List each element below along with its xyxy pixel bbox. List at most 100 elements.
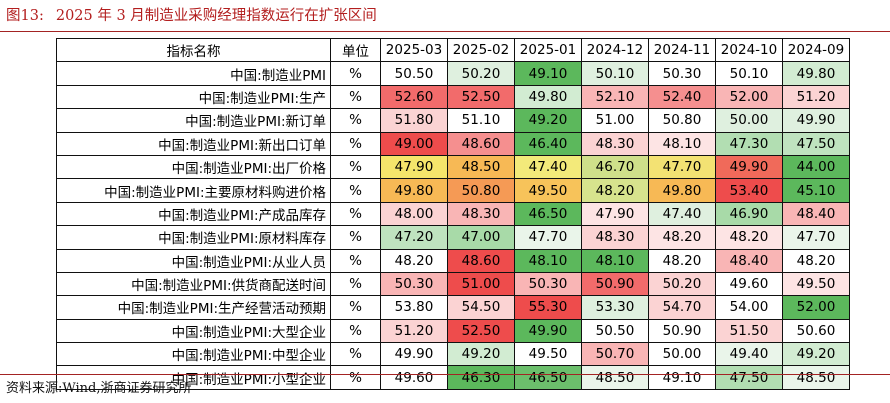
unit-cell: %: [330, 342, 381, 367]
value-cell: 51.10: [447, 108, 515, 133]
value-cell: 45.10: [782, 178, 850, 203]
value-cell: 49.90: [514, 318, 582, 344]
value-cell: 49.90: [782, 108, 850, 133]
indicator-name: 中国:制造业PMI:出厂价格: [56, 154, 331, 180]
value-cell: 48.20: [380, 248, 448, 273]
value-cell: 47.40: [514, 154, 582, 180]
value-cell: 51.20: [380, 318, 448, 344]
value-cell: 49.80: [782, 61, 850, 86]
value-cell: 50.10: [715, 61, 783, 86]
header-date: 2025-02: [447, 37, 515, 63]
value-cell: 50.70: [581, 342, 649, 367]
value-cell: 50.50: [380, 61, 448, 86]
unit-cell: %: [330, 248, 381, 273]
figure-title: 图13: 2025 年 3 月制造业采购经理指数运行在扩张区间: [6, 5, 377, 27]
table-row: 中国:制造业PMI:大型企业% 51.20 52.50 49.90 50.50 50.90…: [56, 318, 850, 344]
value-cell: 48.60: [447, 131, 515, 156]
value-cell: 48.30: [581, 225, 649, 250]
value-cell: 47.30: [715, 131, 783, 156]
value-cell: 51.20: [782, 84, 850, 110]
value-cell: 51.50: [715, 318, 783, 344]
value-cell: 51.00: [581, 108, 649, 133]
indicator-name: 中国:制造业PMI:中型企业: [56, 342, 331, 367]
value-cell: 54.70: [648, 295, 716, 320]
table-row: 中国:制造业PMI:主要原材料购进价格% 49.80 50.80 49.50 48.20…: [56, 178, 850, 203]
value-cell: 47.20: [380, 225, 448, 250]
value-cell: 50.50: [581, 318, 649, 344]
value-cell: 46.70: [581, 154, 649, 180]
header-date: 2024-09: [782, 37, 850, 63]
unit-cell: %: [330, 131, 381, 156]
value-cell: 50.10: [581, 61, 649, 86]
value-cell: 48.50: [447, 154, 515, 180]
figure-number: 图13:: [6, 8, 44, 24]
value-cell: 50.60: [782, 318, 850, 344]
value-cell: 47.50: [715, 365, 783, 390]
unit-cell: %: [330, 178, 381, 203]
value-cell: 54.50: [447, 295, 515, 320]
unit-cell: %: [330, 154, 381, 180]
value-cell: 47.90: [380, 154, 448, 180]
indicator-name: 中国:制造业PMI: [56, 61, 331, 86]
value-cell: 49.10: [648, 365, 716, 390]
value-cell: 49.00: [380, 131, 448, 156]
value-cell: 48.10: [514, 248, 582, 273]
value-cell: 50.90: [581, 271, 649, 297]
unit-cell: %: [330, 271, 381, 297]
value-cell: 47.00: [447, 225, 515, 250]
value-cell: 49.90: [380, 342, 448, 367]
source-divider: [0, 374, 890, 375]
value-cell: 46.50: [514, 365, 582, 390]
value-cell: 46.30: [447, 365, 515, 390]
value-cell: 48.00: [380, 201, 448, 227]
table-row: 中国:制造业PMI:小型企业% 49.60 46.30 46.50 48.50 49.10…: [56, 365, 850, 390]
indicator-name: 中国:制造业PMI:从业人员: [56, 248, 331, 273]
unit-cell: %: [330, 61, 381, 86]
unit-cell: %: [330, 318, 381, 344]
value-cell: 46.50: [514, 201, 582, 227]
unit-cell: %: [330, 365, 381, 390]
indicator-name: 中国:制造业PMI:产成品库存: [56, 201, 331, 227]
value-cell: 48.20: [715, 225, 783, 250]
value-cell: 49.80: [380, 178, 448, 203]
value-cell: 49.50: [514, 178, 582, 203]
unit-cell: %: [330, 225, 381, 250]
unit-cell: %: [330, 108, 381, 133]
value-cell: 50.80: [447, 178, 515, 203]
value-cell: 47.50: [782, 131, 850, 156]
value-cell: 49.40: [715, 342, 783, 367]
header-indicator-name: 指标名称: [56, 37, 331, 63]
value-cell: 48.40: [715, 248, 783, 273]
value-cell: 52.50: [447, 318, 515, 344]
value-cell: 53.30: [581, 295, 649, 320]
value-cell: 53.40: [715, 178, 783, 203]
value-cell: 52.00: [782, 295, 850, 320]
table-header-row: 指标名称 单位 2025-03 2025-02 2025-01 2024-12 …: [56, 37, 850, 63]
table-row: 中国:制造业PMI:新订单% 51.80 51.10 49.20 51.00 50.80 5…: [56, 108, 850, 133]
value-cell: 49.20: [514, 108, 582, 133]
table-row: 中国:制造业PMI% 50.50 50.20 49.10 50.10 50.30 50.10…: [56, 61, 850, 86]
header-date: 2024-11: [648, 37, 716, 63]
value-cell: 49.20: [447, 342, 515, 367]
unit-cell: %: [330, 295, 381, 320]
indicator-name: 中国:制造业PMI:生产经营活动预期: [56, 295, 331, 320]
value-cell: 52.50: [447, 84, 515, 110]
table-row: 中国:制造业PMI:供货商配送时间% 50.30 51.00 50.30 50.90 50…: [56, 271, 850, 297]
table-row: 中国:制造业PMI:产成品库存% 48.00 48.30 46.50 47.90 47.4…: [56, 201, 850, 227]
indicator-name: 中国:制造业PMI:原材料库存: [56, 225, 331, 250]
header-unit: 单位: [330, 37, 381, 63]
header-date: 2024-12: [581, 37, 649, 63]
value-cell: 48.50: [782, 365, 850, 390]
figure-title-text: 2025 年 3 月制造业采购经理指数运行在扩张区间: [55, 8, 377, 24]
value-cell: 48.20: [782, 248, 850, 273]
value-cell: 44.00: [782, 154, 850, 180]
value-cell: 55.30: [514, 295, 582, 320]
value-cell: 46.90: [715, 201, 783, 227]
value-cell: 48.10: [581, 248, 649, 273]
value-cell: 47.70: [782, 225, 850, 250]
value-cell: 50.00: [648, 342, 716, 367]
value-cell: 50.00: [715, 108, 783, 133]
value-cell: 48.40: [782, 201, 850, 227]
table-body: 中国:制造业PMI% 50.50 50.20 49.10 50.10 50.30 50.10…: [56, 61, 850, 390]
value-cell: 48.30: [447, 201, 515, 227]
